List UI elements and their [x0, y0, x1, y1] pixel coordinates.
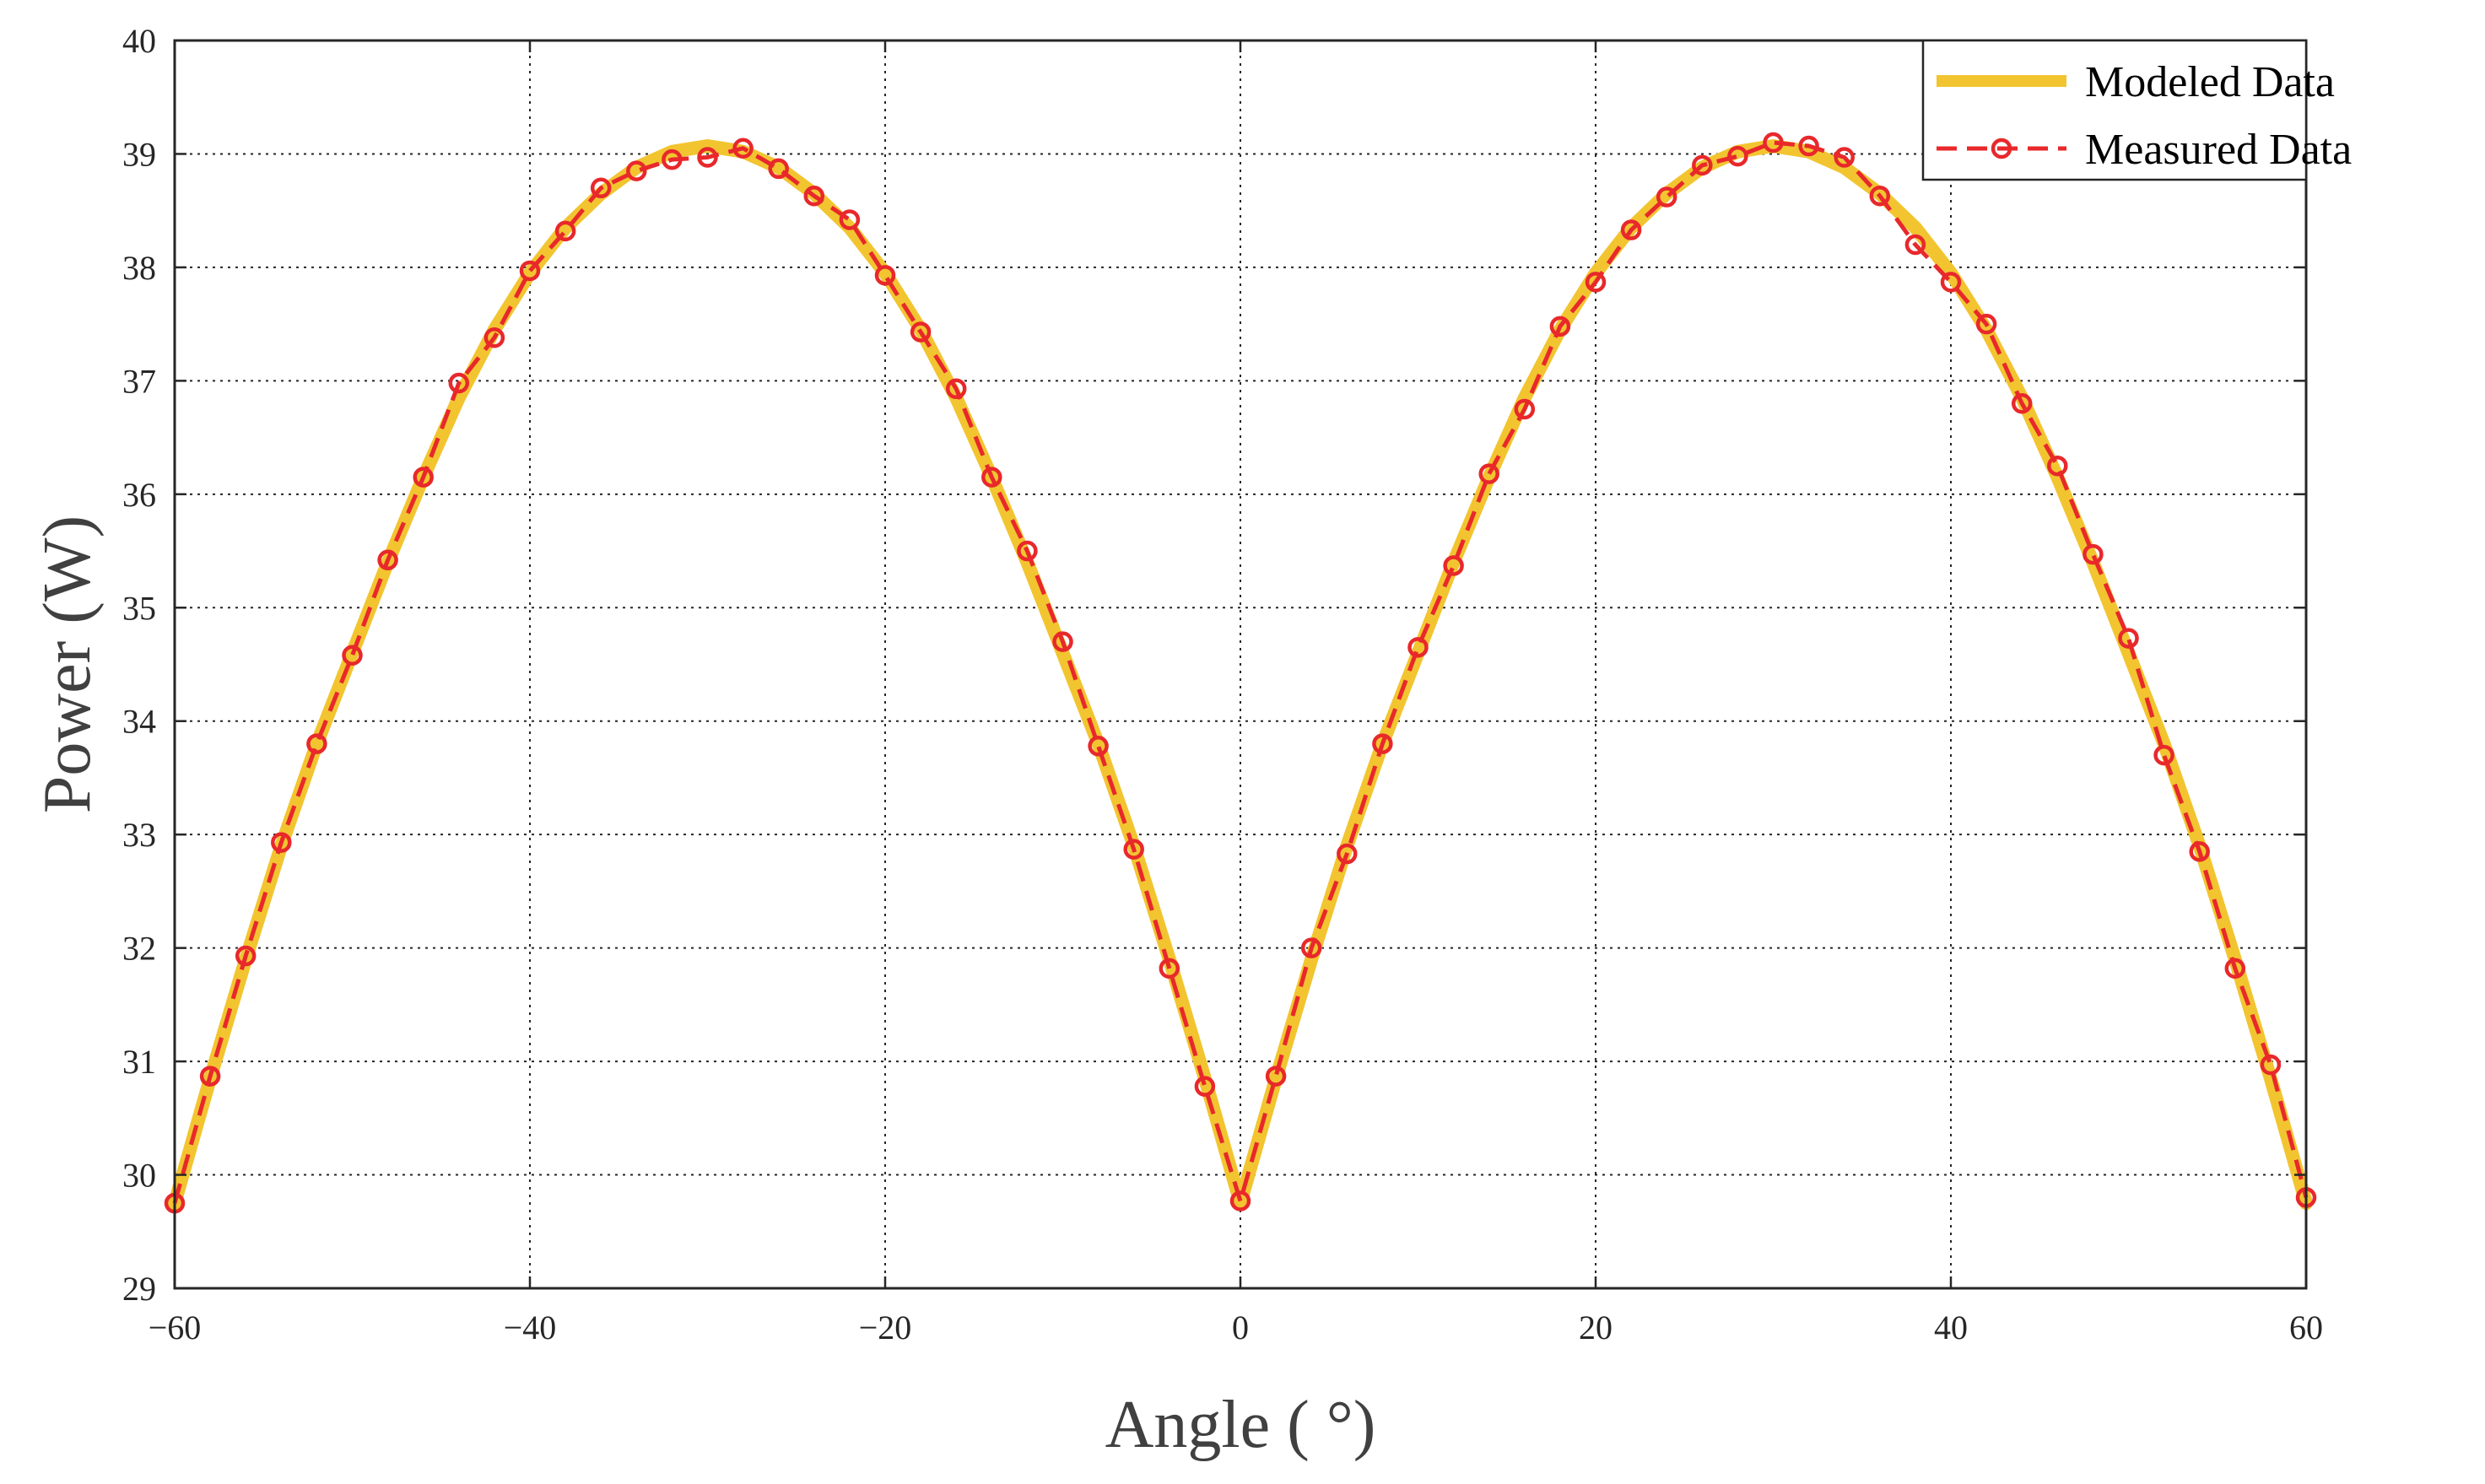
grid-lines: [175, 40, 2306, 1288]
measured-point: [306, 733, 327, 754]
measured-point: [2083, 543, 2104, 565]
measured-point: [1300, 937, 1322, 958]
measured-point: [768, 158, 789, 180]
measured-point: [1052, 631, 1073, 652]
measured-point: [2118, 628, 2139, 649]
measured-point: [1727, 145, 1748, 167]
measured-point: [1798, 135, 1819, 157]
measured-point: [1620, 219, 1642, 240]
x-tick-label: −40: [504, 1309, 557, 1346]
measured-point: [1940, 272, 1962, 293]
y-tick-label: 32: [122, 930, 156, 968]
measured-point: [1692, 154, 1713, 176]
measured-point: [2011, 393, 2033, 414]
measured-point: [1975, 313, 1997, 335]
measured-point: [2224, 958, 2246, 979]
x-tick-label: 40: [1934, 1309, 1968, 1346]
x-tick-label: 60: [2289, 1309, 2323, 1346]
measured-point: [448, 372, 470, 394]
measured-point: [2047, 455, 2068, 477]
legend: Modeled Data Measured Data: [1921, 39, 2352, 181]
measured-point: [1265, 1066, 1287, 1087]
measured-point: [377, 549, 398, 571]
measured-point: [1585, 272, 1607, 293]
measured-point: [945, 378, 967, 400]
y-tick-label: 30: [122, 1157, 156, 1195]
measured-point: [910, 321, 932, 343]
y-tick-label: 33: [122, 816, 156, 854]
measured-point: [2260, 1054, 2282, 1076]
y-tick-label: 31: [122, 1043, 156, 1081]
legend-marker-measured: [1991, 138, 2012, 159]
measured-point: [2189, 841, 2210, 862]
measured-point: [981, 467, 1002, 488]
y-tick-label: 36: [122, 476, 156, 514]
x-tick-label: −60: [149, 1309, 202, 1346]
measured-point: [1514, 398, 1536, 420]
measured-point: [1337, 843, 1358, 865]
measured-point: [271, 832, 292, 853]
measured-point: [1017, 540, 1038, 562]
y-tick-label: 29: [122, 1270, 156, 1308]
series-layer: [164, 132, 2317, 1214]
y-tick-label: 35: [122, 589, 156, 627]
measured-point: [1834, 147, 1855, 168]
measured-point: [732, 138, 754, 159]
measured-point: [199, 1066, 221, 1087]
measured-point: [1478, 463, 1499, 484]
legend-label-measured: Measured Data: [2085, 126, 2352, 174]
measured-point: [1763, 132, 1784, 154]
measured-point: [413, 467, 434, 488]
x-tick-label: 20: [1579, 1309, 1613, 1346]
y-axis-ticks: 29 30 31 32 33 34 35 36 37 38 39 40: [122, 22, 2306, 1308]
measured-point: [1123, 839, 1144, 860]
measured-point: [1159, 958, 1180, 979]
measured-point: [554, 220, 576, 242]
measured-point: [2153, 744, 2174, 766]
y-tick-label: 38: [122, 249, 156, 287]
y-tick-label: 37: [122, 362, 156, 400]
measured-point: [874, 265, 896, 286]
measured-point: [519, 260, 541, 282]
measured-point: [1869, 185, 1891, 207]
legend-box: [1921, 39, 2308, 181]
measured-point: [803, 185, 825, 207]
measured-point: [1194, 1076, 1216, 1097]
y-tick-label: 40: [122, 22, 156, 60]
measured-point: [1656, 186, 1677, 208]
measured-point: [235, 945, 257, 967]
measured-point: [1904, 234, 1926, 256]
measured-point: [1372, 733, 1393, 754]
x-tick-label: 0: [1232, 1309, 1249, 1346]
y-tick-label: 39: [122, 135, 156, 173]
measured-point: [1088, 736, 1109, 757]
measured-point: [1549, 316, 1571, 337]
legend-label-modeled: Modeled Data: [2085, 58, 2335, 106]
measured-point: [590, 177, 612, 199]
measured-point: [483, 327, 505, 348]
measured-point: [697, 147, 718, 168]
measured-point: [662, 148, 683, 170]
y-axis-title: Power (W): [30, 515, 105, 813]
measured-point: [1443, 555, 1464, 576]
measured-point: [1229, 1190, 1251, 1211]
x-axis-title: Angle ( °): [1105, 1388, 1376, 1462]
y-tick-label: 34: [122, 703, 156, 741]
measured-point: [626, 160, 647, 181]
x-tick-label: −20: [859, 1309, 912, 1346]
measured-point: [1407, 637, 1429, 658]
measured-point: [839, 209, 861, 230]
measured-point: [342, 645, 363, 666]
